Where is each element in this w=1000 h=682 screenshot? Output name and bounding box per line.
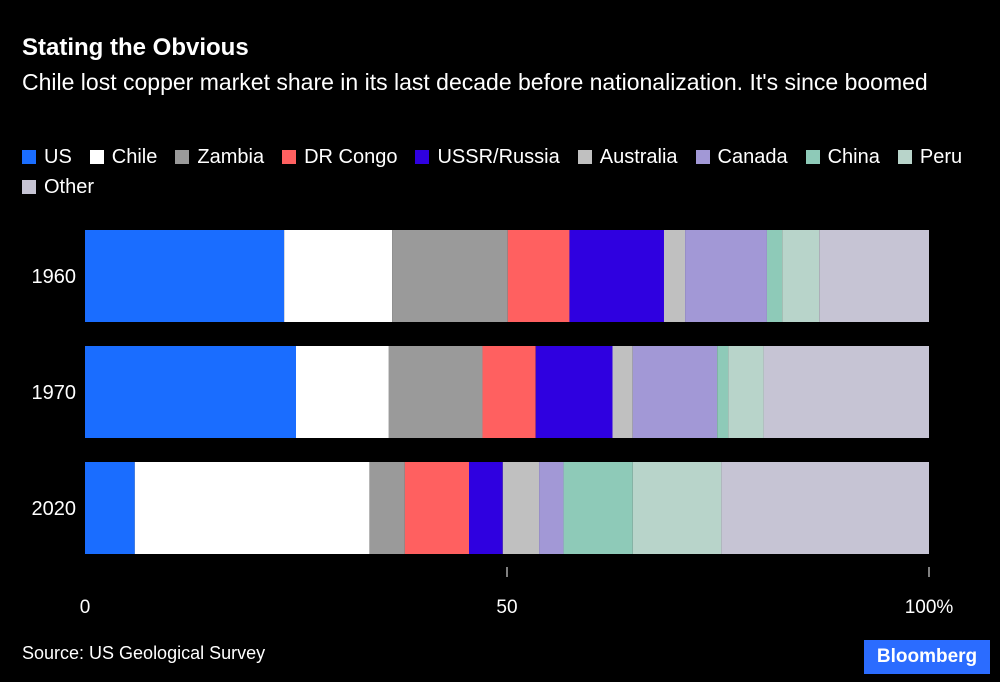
stacked-bar-chart: 1960 1970 2020 0 50 100% — [32, 230, 954, 618]
bar-segment-dr-congo-1960 — [507, 230, 570, 322]
legend-swatch — [22, 180, 36, 194]
bar-segment-peru-2020 — [632, 462, 722, 554]
bar-segment-china-1970 — [717, 346, 729, 438]
legend-swatch — [22, 150, 36, 164]
bar-segment-zambia-1970 — [388, 346, 483, 438]
bar-segment-dr-congo-2020 — [404, 462, 470, 554]
legend-swatch — [89, 150, 104, 164]
bloomberg-logo: Bloomberg — [864, 640, 990, 674]
bar-segment-chile-1960 — [284, 230, 393, 322]
bar-segment-zambia-1960 — [392, 230, 508, 322]
legend-label: Zambia — [197, 146, 265, 168]
bar-segment-australia-2020 — [502, 462, 540, 554]
bar-segment-chile-2020 — [134, 462, 370, 554]
legend-label: Australia — [599, 146, 678, 168]
legend-item: Peru — [897, 145, 963, 169]
bar-segment-other-2020 — [721, 462, 929, 554]
x-tick-label: 0 — [80, 597, 91, 618]
bar-segment-us-1970 — [85, 346, 296, 438]
legend-item: Australia — [577, 145, 678, 169]
legend: US Chile Zambia DR Congo USSR/Russia Australi… — [22, 145, 982, 199]
legend-swatch — [897, 150, 912, 164]
chart-subtitle: Chile lost copper market share in its la… — [22, 69, 928, 95]
bar-segment-us-2020 — [85, 462, 135, 554]
legend-item: Other — [22, 175, 94, 199]
bar-segment-other-1960 — [819, 230, 929, 322]
legend-item: USSR/Russia — [415, 145, 560, 169]
legend-item: US — [22, 145, 72, 169]
legend-label: Other — [44, 176, 95, 198]
legend-swatch — [175, 150, 190, 164]
bar-segment-ussr-russia-1970 — [535, 346, 613, 438]
source-note: Source: US Geological Survey — [22, 643, 266, 663]
bar-segment-peru-1960 — [782, 230, 820, 322]
bar-segment-australia-1960 — [663, 230, 686, 322]
bar-segment-australia-1970 — [612, 346, 633, 438]
bar-segment-canada-1960 — [685, 230, 767, 322]
legend-label: Canada — [717, 146, 788, 168]
bar-segment-peru-1970 — [728, 346, 764, 438]
category-label: 1960 — [32, 266, 77, 288]
bar-segment-ussr-russia-1960 — [569, 230, 664, 322]
legend-swatch — [695, 150, 710, 164]
bar-segment-ussr-russia-2020 — [469, 462, 503, 554]
bar-segment-chile-1970 — [296, 346, 389, 438]
legend-label: Peru — [919, 146, 963, 168]
legend-swatch — [805, 150, 820, 164]
legend-swatch — [415, 150, 430, 164]
category-label: 2020 — [32, 498, 77, 520]
x-tick-label: 50 — [496, 597, 517, 618]
legend-item: Zambia — [175, 145, 264, 169]
legend-item: Chile — [89, 145, 158, 169]
legend-label: USSR/Russia — [437, 146, 560, 168]
bar-segment-china-1960 — [766, 230, 783, 322]
x-tick-label: 100% — [905, 597, 954, 618]
legend-swatch — [577, 150, 592, 164]
legend-swatch — [282, 150, 297, 164]
legend-item: Canada — [695, 145, 788, 169]
legend-label: China — [827, 146, 880, 168]
legend-label: DR Congo — [304, 146, 398, 168]
bar-segment-canada-2020 — [539, 462, 564, 554]
bar-segment-zambia-2020 — [369, 462, 405, 554]
bar-segment-other-1970 — [763, 346, 929, 438]
bar-segment-dr-congo-1970 — [482, 346, 536, 438]
bar-segment-canada-1970 — [632, 346, 718, 438]
legend-label: US — [44, 146, 72, 168]
category-label: 1970 — [32, 382, 77, 404]
chart-title: Stating the Obvious — [22, 34, 249, 61]
legend-item: China — [805, 145, 880, 169]
legend-item: DR Congo — [282, 145, 397, 169]
bar-segment-china-2020 — [563, 462, 633, 554]
legend-label: Chile — [111, 146, 158, 168]
bar-segment-us-1960 — [85, 230, 285, 322]
